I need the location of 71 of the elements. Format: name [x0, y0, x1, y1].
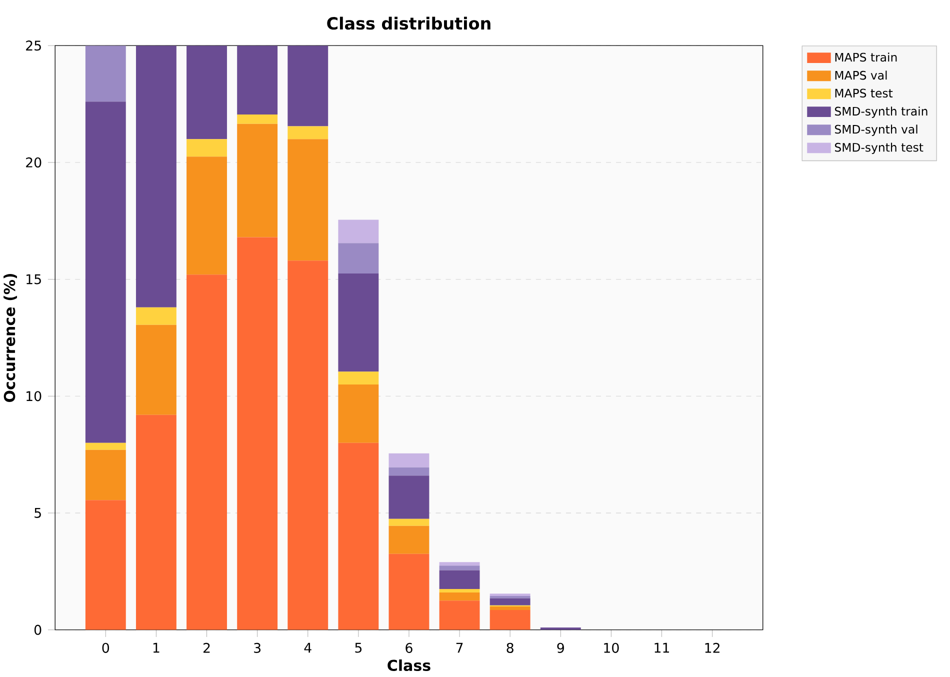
x-tick-label: 5: [355, 642, 362, 653]
x-tick-label: 4: [304, 642, 312, 653]
bar: [439, 562, 480, 566]
bar: [237, 46, 278, 115]
bar: [186, 156, 227, 275]
bar: [439, 592, 480, 601]
bar: [388, 526, 430, 554]
bar: [288, 260, 328, 630]
bar: [439, 600, 480, 630]
bar: [85, 500, 126, 630]
x-axis-title: Class: [388, 659, 430, 672]
y-tick-label: 15: [26, 274, 41, 284]
bar: [338, 243, 379, 274]
y-tick-label: 25: [26, 40, 41, 51]
bar: [237, 114, 278, 124]
x-tick-label: 10: [604, 642, 619, 654]
bar: [237, 124, 278, 238]
bar: [288, 126, 328, 140]
legend-label: MAPS train: [835, 52, 897, 62]
x-tick-label: 12: [705, 642, 720, 653]
y-tick-label: 10: [26, 391, 42, 402]
legend-label: SMD-synth test: [834, 142, 924, 154]
legend-label: MAPS test: [835, 88, 893, 98]
bar: [338, 384, 379, 443]
bar: [388, 476, 430, 519]
chart-title: Class distribution: [327, 16, 490, 30]
bar: [439, 566, 480, 570]
x-tick-label: 2: [203, 642, 210, 653]
x-tick-label: 11: [654, 642, 669, 653]
bar: [85, 450, 126, 500]
bar: [338, 442, 379, 630]
bar: [338, 220, 379, 244]
bar: [288, 139, 328, 261]
bar: [490, 598, 530, 606]
bar: [490, 594, 530, 596]
x-tick-label: 3: [254, 642, 261, 654]
bar: [136, 414, 176, 630]
x-tick-label: 0: [102, 642, 110, 654]
bar: [186, 274, 227, 630]
bar: [388, 467, 430, 476]
bar: [388, 453, 430, 468]
x-tick-label: 8: [506, 642, 514, 654]
bar: [388, 554, 430, 630]
legend-label: SMD-synth train: [834, 106, 928, 118]
x-tick-label: 1: [153, 642, 160, 653]
legend-label: MAPS val: [835, 70, 887, 80]
bar: [490, 610, 530, 630]
bar: [85, 102, 126, 443]
bar: [439, 589, 480, 593]
bar: [388, 518, 430, 526]
x-tick-label: 7: [456, 642, 463, 653]
x-tick-label: 6: [406, 642, 412, 654]
bar: [490, 606, 530, 610]
bar: [338, 274, 379, 372]
bar: [186, 139, 227, 157]
y-tick-label: 0: [34, 624, 42, 635]
bar: [186, 46, 227, 140]
bar: [85, 442, 126, 450]
y-tick-label: 20: [26, 157, 42, 168]
bar: [136, 324, 176, 415]
bar: [338, 372, 379, 385]
bar: [136, 307, 176, 325]
bar: [288, 46, 328, 126]
legend-label: SMD-synth val: [834, 124, 918, 136]
x-tick-label: 9: [557, 642, 564, 654]
bar: [237, 237, 278, 630]
bar: [439, 570, 480, 590]
bar: [85, 46, 126, 102]
bar: [136, 46, 176, 308]
y-tick-label: 5: [34, 508, 41, 518]
y-axis-title: Occurrence (%): [4, 274, 17, 402]
